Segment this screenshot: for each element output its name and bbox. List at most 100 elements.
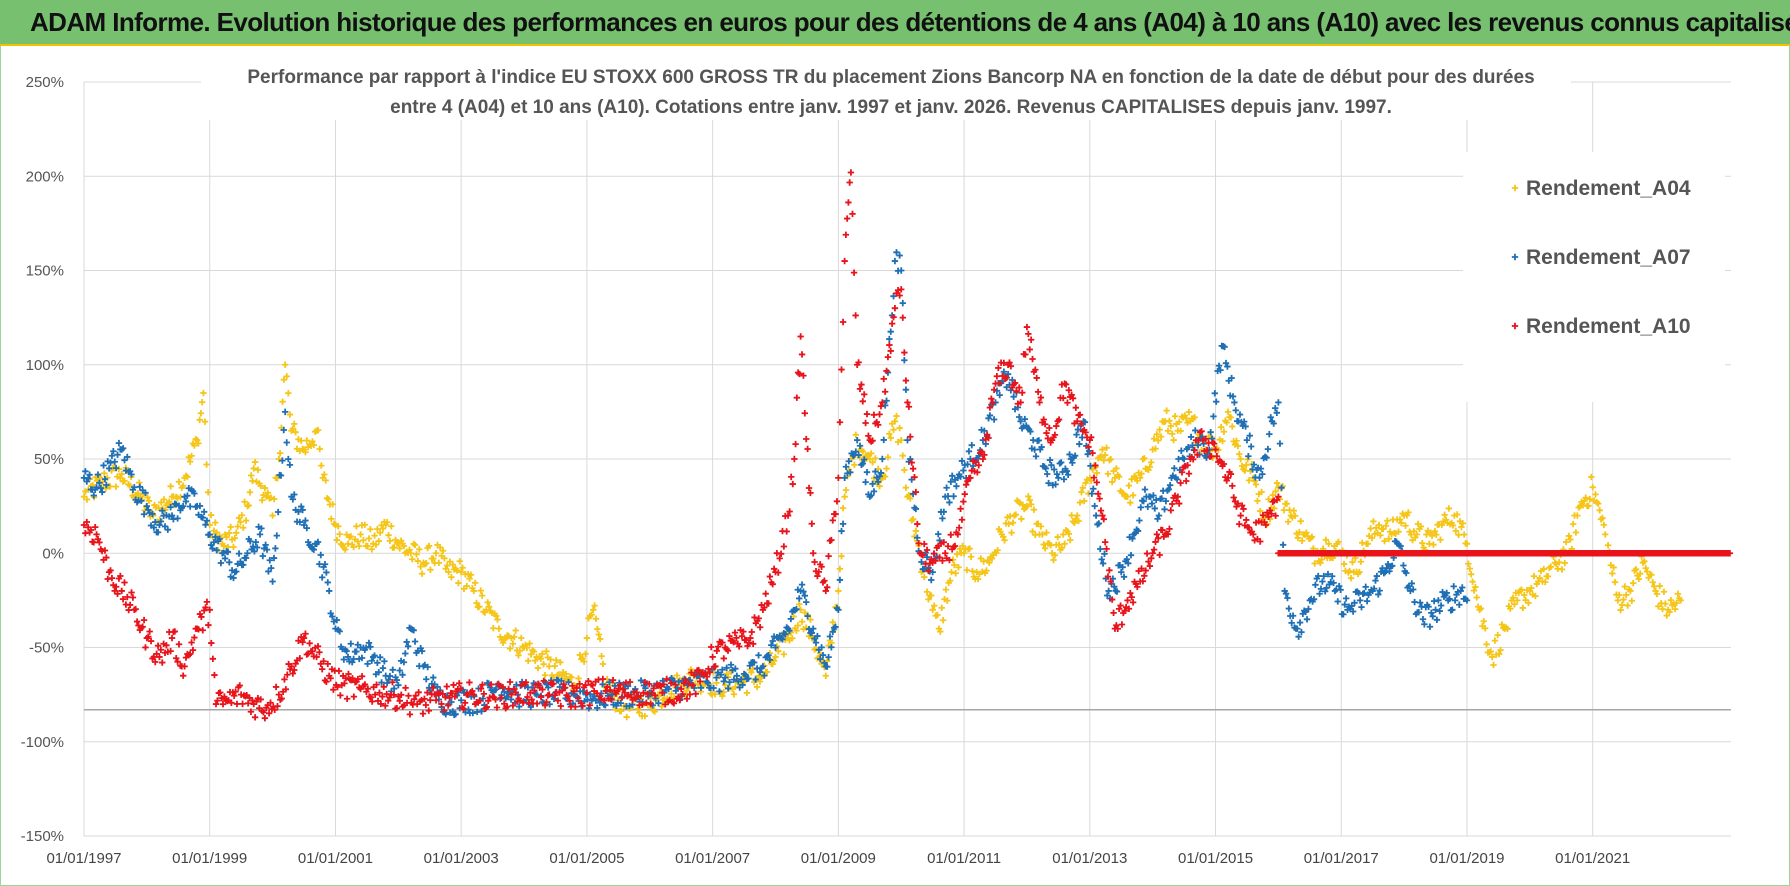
data-point [1234, 500, 1242, 507]
data-point [658, 703, 665, 710]
data-point [814, 572, 821, 580]
data-point [476, 603, 483, 610]
data-point-anchor [470, 691, 477, 698]
data-point [547, 656, 554, 663]
data-point [1617, 606, 1624, 614]
data-point [316, 445, 323, 453]
data-point [94, 535, 102, 543]
data-point [599, 675, 607, 683]
data-point [367, 694, 374, 701]
data-point [1029, 528, 1036, 535]
data-point [473, 599, 480, 607]
data-point [1586, 495, 1594, 503]
data-point [877, 403, 885, 410]
data-point [154, 642, 162, 649]
data-point [543, 648, 550, 655]
data-point [816, 655, 824, 663]
data-point [240, 561, 247, 568]
data-point [230, 692, 238, 699]
data-point [1027, 336, 1035, 343]
data-point [236, 682, 243, 689]
data-point [675, 693, 682, 700]
data-point [1340, 560, 1348, 568]
data-point [483, 703, 491, 711]
data-point [1364, 540, 1371, 547]
data-point [807, 616, 814, 623]
data-point [579, 702, 586, 710]
data-point [1635, 575, 1642, 583]
data-point-anchor [1375, 521, 1383, 529]
data-point [1103, 444, 1110, 451]
data-point-anchor [1174, 493, 1182, 500]
data-point-anchor [759, 663, 767, 670]
data-point [246, 489, 254, 496]
data-point [461, 699, 469, 707]
data-point-anchor [797, 333, 804, 340]
data-point [188, 639, 195, 646]
data-point [1055, 416, 1063, 423]
data-point [1048, 462, 1055, 469]
data-point [1470, 587, 1478, 594]
data-point [103, 481, 110, 489]
data-point-anchor [470, 587, 477, 595]
data-point [937, 628, 944, 635]
data-point [373, 681, 380, 688]
data-point [1569, 520, 1577, 528]
data-point [676, 696, 683, 704]
data-point-anchor [1457, 587, 1464, 595]
data-point [985, 434, 992, 442]
data-point [1519, 604, 1527, 612]
data-point [372, 541, 380, 548]
data-point [905, 492, 913, 499]
data-point [1166, 525, 1173, 533]
data-point [1150, 435, 1158, 442]
data-point [203, 517, 211, 524]
data-point [396, 697, 403, 705]
data-point [908, 459, 915, 466]
data-point [285, 389, 292, 397]
data-point [353, 648, 360, 655]
data-point [595, 631, 602, 638]
data-point [1088, 490, 1096, 497]
data-point [1398, 519, 1405, 527]
data-point [912, 505, 920, 513]
data-point [167, 483, 174, 490]
data-point-anchor [791, 455, 798, 463]
data-point [538, 650, 546, 658]
data-point [309, 648, 316, 655]
data-point [634, 705, 642, 713]
data-point [202, 604, 209, 611]
y-tick-label: 200% [26, 168, 64, 185]
data-point [101, 470, 108, 477]
data-point [126, 482, 133, 489]
data-point [723, 664, 730, 671]
subtitle-backing [201, 58, 1571, 120]
data-point-anchor [1325, 540, 1332, 548]
data-point [986, 404, 994, 411]
data-point [1003, 374, 1010, 381]
data-point [818, 644, 825, 651]
data-point [828, 536, 835, 544]
data-point [1389, 562, 1396, 570]
data-point [1334, 598, 1341, 605]
data-point [152, 518, 159, 526]
data-point [258, 497, 266, 504]
data-point [667, 680, 675, 687]
data-point [951, 542, 959, 550]
data-point [1073, 431, 1080, 438]
data-point [1072, 404, 1080, 411]
data-point [441, 555, 448, 562]
data-point [776, 555, 783, 562]
data-point [533, 700, 541, 707]
data-point [1648, 571, 1655, 579]
data-point [1037, 523, 1045, 530]
data-point [751, 614, 758, 621]
data-point [915, 540, 922, 547]
data-point [199, 627, 206, 634]
data-point [899, 314, 906, 321]
data-point [258, 525, 265, 532]
data-point [298, 437, 305, 444]
data-point [272, 545, 279, 552]
data-point-anchor [250, 465, 257, 472]
data-point [1129, 599, 1137, 606]
